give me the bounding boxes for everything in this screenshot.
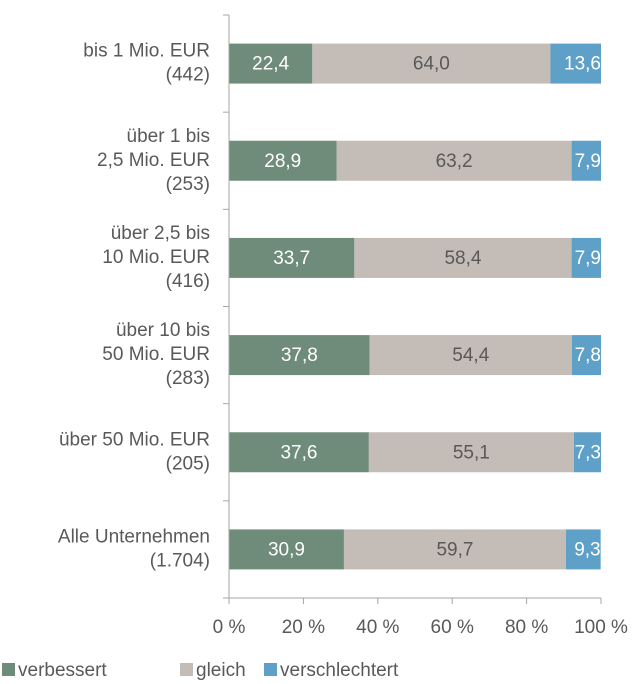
value-label: 7,3 — [575, 442, 601, 463]
value-label: 7,9 — [575, 151, 601, 172]
bar-segment — [229, 43, 313, 84]
value-label: 28,9 — [264, 151, 301, 172]
bar-segment — [229, 432, 369, 473]
x-tick-label: 0 % — [213, 617, 246, 638]
category-label-line: über 50 Mio. EUR — [59, 429, 210, 450]
legend-label: verschlechtert — [280, 660, 399, 681]
value-label: 54,4 — [452, 345, 489, 366]
x-tick-label: 40 % — [356, 617, 399, 638]
value-label: 33,7 — [273, 248, 310, 269]
bar-segment — [571, 140, 601, 181]
legend-label: verbessert — [18, 660, 107, 681]
category-label-line: 2,5 Mio. EUR — [97, 150, 210, 171]
legend-swatch — [2, 663, 15, 676]
category-label: über 10 bis 50 Mio. EUR (283) — [102, 320, 210, 389]
x-tick-label: 60 % — [431, 617, 474, 638]
bar-segment — [354, 237, 572, 278]
legend-label: gleich — [196, 660, 246, 681]
category-label: über 50 Mio. EUR (205) — [59, 429, 210, 474]
bar-segment — [343, 529, 567, 570]
value-label: 55,1 — [453, 442, 490, 463]
category-label-line: (416) — [166, 271, 210, 292]
category-label-line: (442) — [166, 65, 210, 86]
bar-segment — [368, 432, 574, 473]
value-label: 9,3 — [574, 539, 600, 560]
bar-segment — [336, 140, 572, 181]
category-label-line: (283) — [166, 368, 210, 389]
category-label: bis 1 Mio. EUR (442) — [83, 41, 210, 86]
category-label-line: über 1 bis — [127, 126, 210, 147]
x-tick-label: 20 % — [282, 617, 325, 638]
bar-segment — [312, 43, 551, 84]
bar-segment — [571, 237, 601, 278]
value-label: 37,6 — [280, 442, 317, 463]
value-label: 7,8 — [575, 345, 601, 366]
legend-item: verbessert — [2, 660, 107, 681]
bar-segment — [229, 529, 344, 570]
value-label: 7,9 — [575, 248, 601, 269]
category-label-line: 50 Mio. EUR — [102, 344, 210, 365]
x-tick-label: 80 % — [505, 617, 548, 638]
bar-segment — [229, 237, 355, 278]
value-label: 13,6 — [564, 54, 601, 75]
category-label-line: Alle Unternehmen — [58, 526, 210, 547]
legend-item: verschlechtert — [264, 660, 399, 681]
category-label-line: (253) — [166, 174, 210, 195]
legend-item: gleich — [180, 660, 246, 681]
value-label: 64,0 — [413, 54, 450, 75]
category-label-line: bis 1 Mio. EUR — [83, 41, 210, 62]
category-label-line: 10 Mio. EUR — [102, 247, 210, 268]
bar-segment — [571, 335, 601, 376]
value-label: 37,8 — [281, 345, 318, 366]
category-label-line: (205) — [166, 453, 210, 474]
legend-swatch — [264, 663, 277, 676]
bar-segment — [369, 335, 572, 376]
legend-swatch — [180, 663, 193, 676]
value-label: 59,7 — [436, 539, 473, 560]
value-label: 22,4 — [252, 54, 289, 75]
bar-segment — [550, 43, 601, 84]
category-label: über 2,5 bis 10 Mio. EUR (416) — [102, 223, 210, 292]
category-label-line: (1.704) — [150, 550, 210, 571]
x-tick-label: 100 % — [574, 617, 628, 638]
bar-segment — [229, 140, 337, 181]
value-label: 58,4 — [444, 248, 481, 269]
category-label: über 1 bis 2,5 Mio. EUR (253) — [97, 126, 210, 195]
bar-segment — [566, 529, 601, 570]
bar-segment — [573, 432, 601, 473]
category-label-line: über 10 bis — [116, 320, 210, 341]
category-label-line: über 2,5 bis — [111, 223, 210, 244]
category-label: Alle Unternehmen (1.704) — [58, 526, 210, 571]
value-label: 63,2 — [436, 151, 473, 172]
value-label: 30,9 — [268, 539, 305, 560]
bar-segment — [229, 335, 370, 376]
